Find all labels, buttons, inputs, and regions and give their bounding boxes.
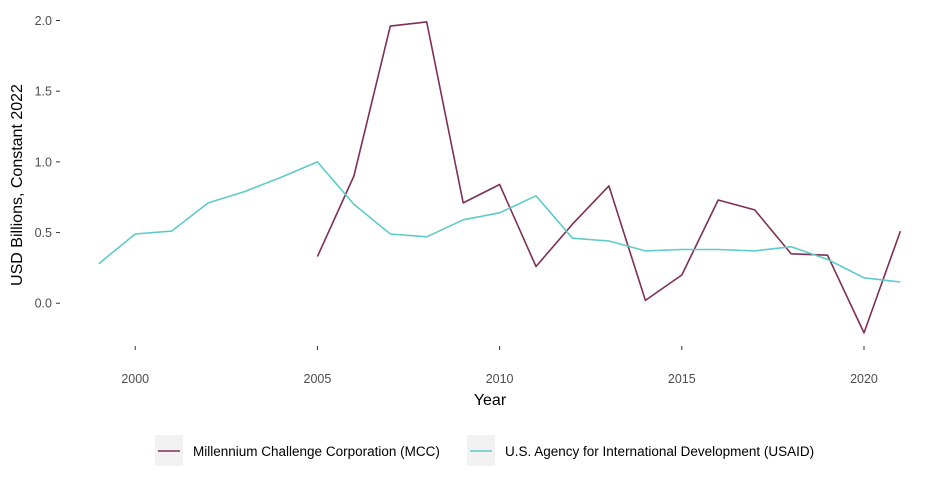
y-axis: 0.0 0.5 1.0 1.5 2.0: [35, 14, 60, 311]
legend-item-usaid: U.S. Agency for International Developmen…: [467, 435, 814, 466]
legend: Millennium Challenge Corporation (MCC) U…: [155, 435, 814, 466]
series-line-usaid: [98, 161, 901, 283]
legend-label-mcc: Millennium Challenge Corporation (MCC): [193, 444, 440, 459]
x-tick-label: 2015: [668, 372, 696, 386]
x-axis-title: Year: [474, 392, 507, 409]
legend-item-mcc: Millennium Challenge Corporation (MCC): [155, 435, 440, 466]
x-axis: 2000 2005 2010 2015 2020: [121, 346, 878, 386]
y-tick-label: 2.0: [35, 14, 52, 28]
y-tick-label: 0.5: [35, 226, 52, 240]
x-tick-label: 2020: [850, 372, 878, 386]
series-line-mcc: [316, 21, 902, 334]
series-layer: [98, 21, 902, 334]
x-tick-label: 2005: [304, 372, 332, 386]
y-axis-title: USD Billions, Constant 2022: [9, 84, 26, 286]
y-tick-label: 1.5: [35, 85, 52, 99]
x-tick-label: 2000: [121, 372, 149, 386]
x-tick-label: 2010: [486, 372, 514, 386]
y-tick-label: 0.0: [35, 297, 52, 311]
legend-label-usaid: U.S. Agency for International Developmen…: [505, 444, 814, 459]
y-tick-label: 1.0: [35, 155, 52, 169]
